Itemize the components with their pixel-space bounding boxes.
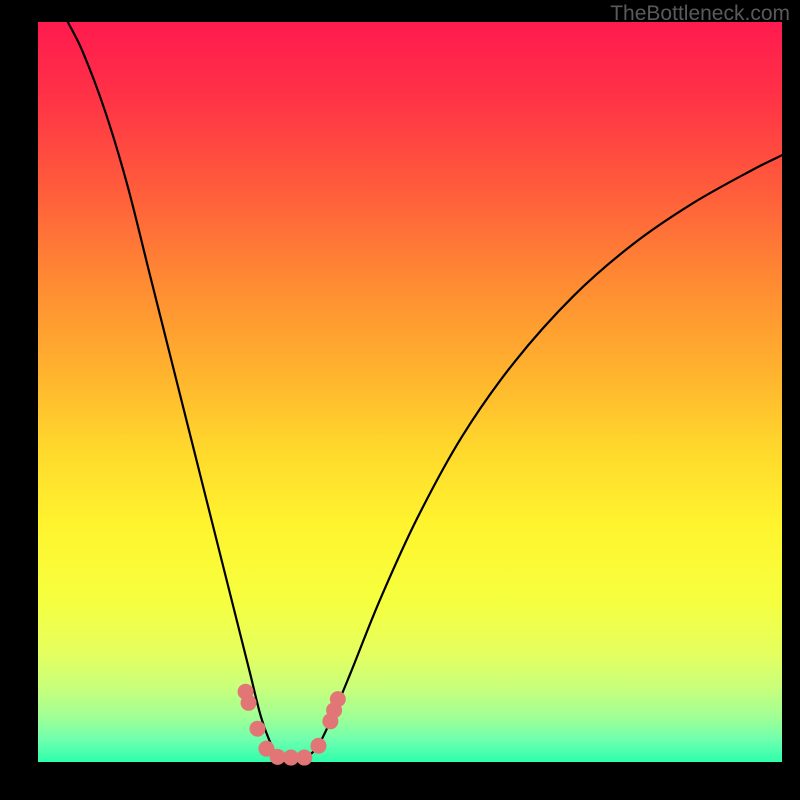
data-marker — [241, 695, 257, 711]
data-marker — [330, 691, 346, 707]
v-curve-path — [68, 22, 782, 760]
data-markers — [238, 684, 346, 766]
data-marker — [249, 721, 265, 737]
plot-area — [38, 22, 782, 762]
data-marker — [310, 738, 326, 754]
bottleneck-curve — [38, 22, 782, 762]
data-marker — [296, 750, 312, 766]
watermark-text: TheBottleneck.com — [610, 2, 790, 26]
